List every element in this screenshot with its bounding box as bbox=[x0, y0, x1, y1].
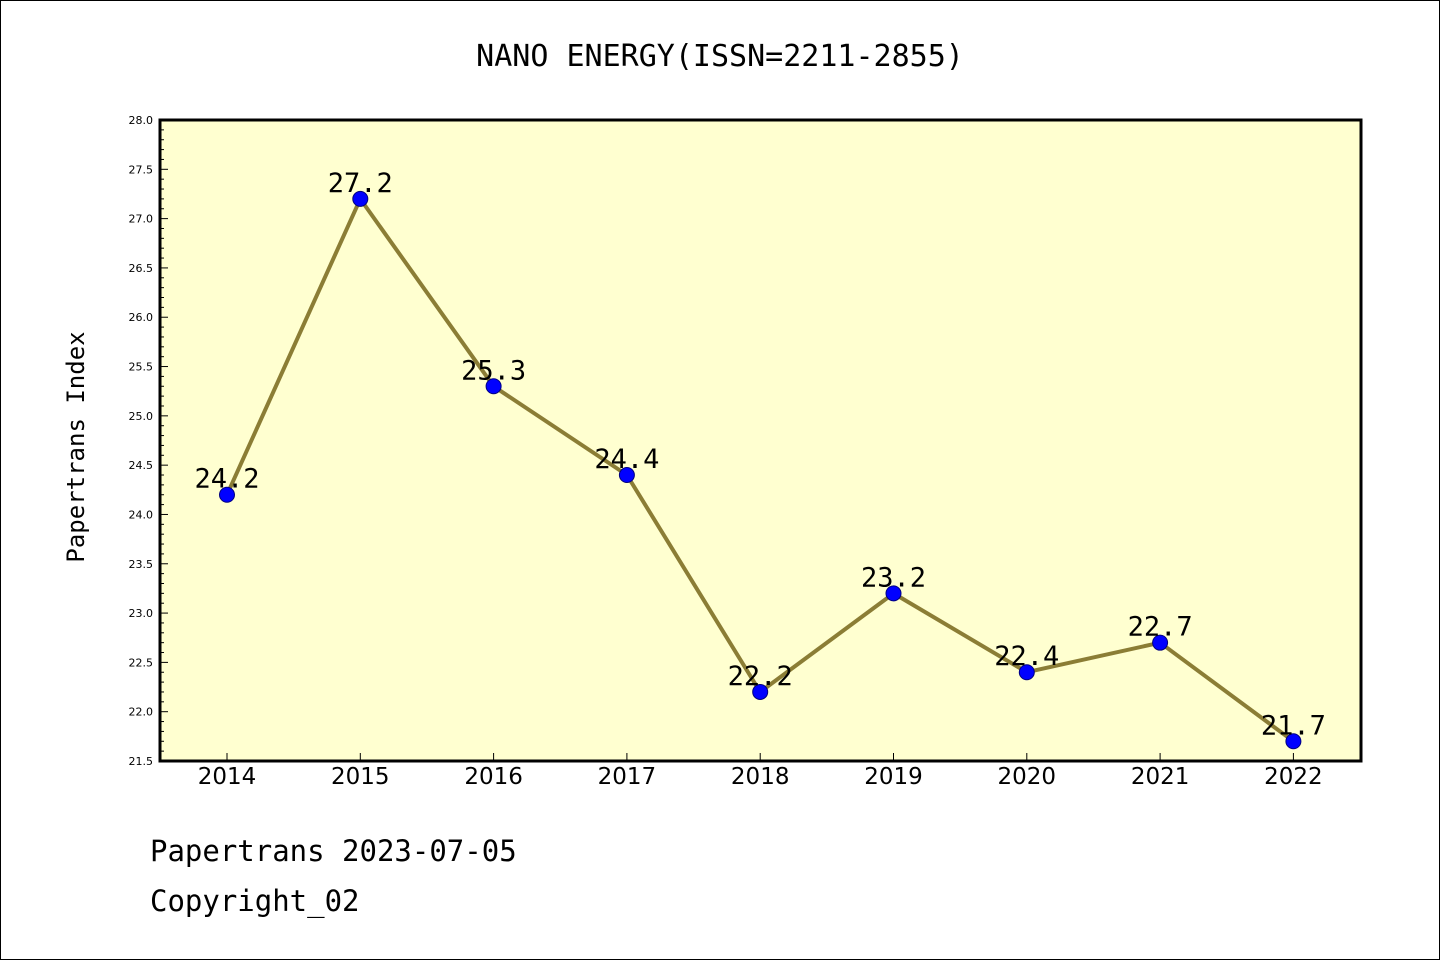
y-tick-label: 22.5 bbox=[129, 656, 154, 669]
data-point bbox=[752, 683, 769, 700]
x-tick-label: 2021 bbox=[1131, 764, 1190, 790]
data-point bbox=[1018, 664, 1035, 681]
footer-copyright-text: Copyright_02 bbox=[150, 884, 360, 918]
x-tick-label: 2019 bbox=[864, 764, 923, 790]
x-tick-label: 2015 bbox=[331, 764, 390, 790]
data-label: 22.2 bbox=[728, 661, 793, 692]
data-point bbox=[219, 486, 235, 503]
data-label: 27.2 bbox=[328, 168, 393, 199]
y-tick-label: 28.0 bbox=[129, 114, 154, 127]
data-label: 25.3 bbox=[461, 355, 526, 386]
y-tick-label: 25.0 bbox=[129, 410, 154, 423]
data-point bbox=[1285, 733, 1302, 750]
data-label: 24.2 bbox=[194, 464, 259, 495]
data-point bbox=[352, 190, 369, 207]
x-axis-ticks: 2014 2015 2016 2017 2018 2019 2020 2021 2022 bbox=[198, 753, 1323, 790]
data-point bbox=[485, 378, 502, 395]
y-tick-label: 24.5 bbox=[129, 459, 154, 472]
y-tick-label: 21.5 bbox=[129, 755, 154, 768]
x-tick-label: 2014 bbox=[198, 764, 257, 790]
data-point bbox=[618, 467, 635, 484]
series-group bbox=[219, 190, 1302, 750]
data-labels: 24.2 27.2 25.3 24.4 22.2 23.2 22.4 22.7 21.7 bbox=[194, 168, 1325, 741]
y-tick-label: 24.0 bbox=[129, 508, 154, 521]
data-point bbox=[1152, 634, 1169, 651]
x-tick-label: 2017 bbox=[598, 764, 657, 790]
y-axis-label: Papertrans Index bbox=[62, 331, 90, 562]
y-tick-label: 27.5 bbox=[129, 163, 154, 176]
footer-date-text: Papertrans 2023-07-05 bbox=[150, 834, 517, 868]
x-tick-label: 2022 bbox=[1264, 764, 1323, 790]
y-tick-label: 23.0 bbox=[129, 607, 154, 620]
y-axis-ticks: 21.5 22.0 22.5 23.0 23.5 24.0 24.5 25.0 25.5 26.0… bbox=[129, 114, 168, 768]
y-tick-label: 22.0 bbox=[129, 706, 154, 719]
x-tick-label: 2016 bbox=[464, 764, 523, 790]
data-label: 23.2 bbox=[861, 562, 926, 593]
x-tick-label: 2018 bbox=[731, 764, 790, 790]
chart-title: NANO ENERGY(ISSN=2211-2855) bbox=[476, 39, 964, 74]
y-tick-label: 25.5 bbox=[129, 361, 154, 374]
data-label: 21.7 bbox=[1261, 710, 1326, 741]
y-tick-label: 27.0 bbox=[129, 213, 154, 226]
data-point bbox=[885, 585, 902, 602]
y-tick-label: 26.0 bbox=[129, 311, 154, 324]
x-tick-label: 2020 bbox=[998, 764, 1057, 790]
plot-area bbox=[158, 118, 1363, 763]
data-label: 24.4 bbox=[594, 444, 659, 475]
y-tick-label: 23.5 bbox=[129, 558, 154, 571]
data-label: 22.7 bbox=[1128, 612, 1193, 643]
data-label: 22.4 bbox=[994, 641, 1059, 672]
y-tick-label: 26.5 bbox=[129, 262, 154, 275]
